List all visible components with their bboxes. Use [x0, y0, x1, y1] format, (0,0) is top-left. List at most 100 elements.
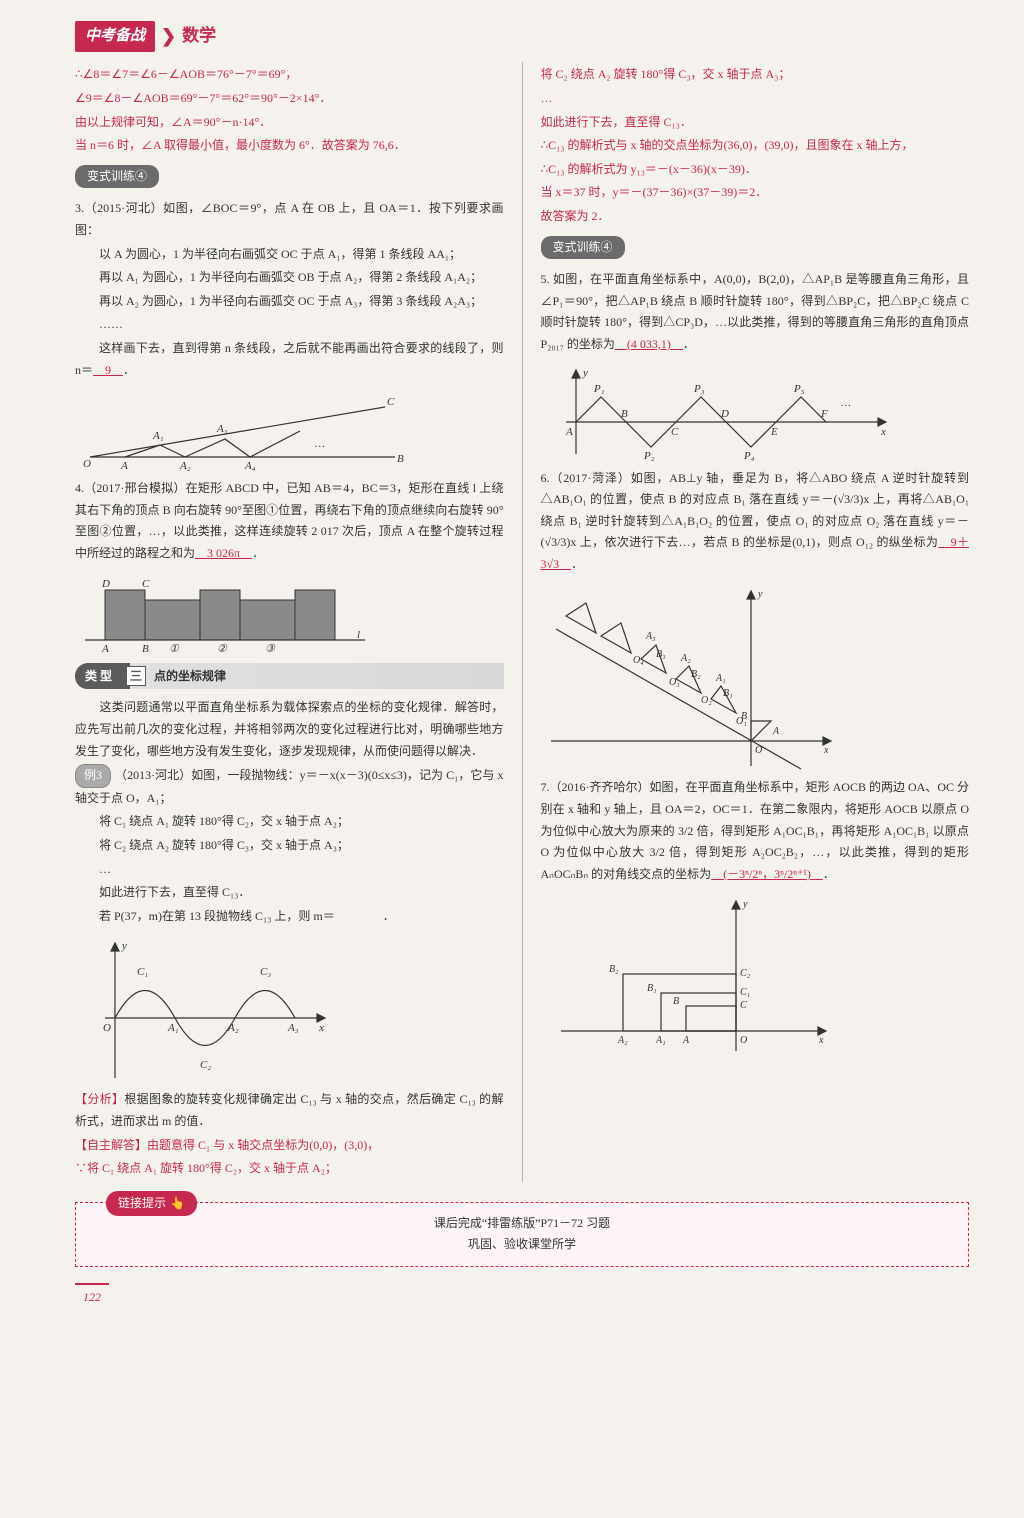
svg-text:O: O — [740, 1035, 747, 1046]
svg-text:P₂: P₂ — [643, 450, 655, 462]
svg-text:P₅: P₅ — [793, 383, 805, 395]
figure-q3-svg: O A A₁ A₂ A₃ A₄ B C … — [75, 387, 415, 472]
example-l2: 将 C₂ 绕点 A₂ 旋转 180°得 C₃，交 x 轴于点 A₃； — [75, 835, 504, 857]
header-subject: 数学 — [182, 21, 216, 52]
svg-text:B: B — [621, 408, 628, 420]
svg-text:B₁: B₁ — [647, 983, 657, 994]
right-l6: 故答案为 2． — [541, 206, 970, 228]
svg-text:O₁: O₁ — [736, 716, 747, 727]
svg-text:A: A — [120, 460, 128, 472]
svg-text:A₁: A₁ — [167, 1022, 179, 1034]
svg-text:y: y — [582, 367, 588, 379]
svg-text:C: C — [142, 578, 150, 590]
link-tab-text: 链接提示 — [118, 1196, 166, 1210]
q7-answer: (－3ⁿ/2ⁿ，3ⁿ/2ⁿ⁺¹) — [711, 867, 823, 881]
example-dots: … — [75, 859, 504, 881]
section-pill-variant-2: 变式训练④ — [541, 236, 625, 260]
right-l1: 将 C₂ 绕点 A₂ 旋转 180°得 C₃，交 x 轴于点 A₃； — [541, 64, 970, 86]
analysis-label: 【分析】 — [75, 1092, 124, 1106]
q5-text-a: 5. 如图，在平面直角坐标系中，A(0,0)，B(2,0)，△AP₁B 是等腰直… — [541, 272, 970, 351]
self-label: 【自主解答】 — [75, 1138, 147, 1152]
svg-text:B₂: B₂ — [691, 669, 701, 680]
svg-text:A₃: A₃ — [645, 631, 656, 642]
svg-text:O₃: O₃ — [669, 677, 680, 688]
type-paragraph: 这类问题通常以平面直角坐标系为载体探索点的坐标的变化规律．解答时，应先写出前几次… — [75, 697, 504, 762]
example-l4: 若 P(37，m)在第 13 段抛物线 C₁₃ 上，则 m＝ ． — [75, 906, 504, 928]
svg-text:y: y — [742, 899, 748, 910]
example-badge: 例3 — [75, 764, 111, 788]
analysis-text: 根据图象的旋转变化规律确定出 C₁₃ 与 x 轴的交点，然后确定 C₁₃ 的解析… — [75, 1092, 503, 1128]
svg-text:A₂: A₂ — [680, 653, 691, 664]
right-dots: … — [541, 88, 970, 110]
svg-text:l: l — [357, 629, 360, 641]
example-source: （2013·河北）如图，一段抛物线：y＝－x(x－3)(0≤x≤3)，记为 C₁… — [75, 768, 504, 805]
intro-line-2: ∠9＝∠8－∠AOB＝69°－7°＝62°＝90°－2×14°． — [75, 88, 504, 110]
svg-text:A₁: A₁ — [152, 430, 164, 442]
svg-text:A: A — [101, 643, 109, 655]
example-l1: 将 C₁ 绕点 A₁ 旋转 180°得 C₂，交 x 轴于点 A₂； — [75, 811, 504, 833]
figure-ex3-svg: O A₁ A₂ A₃ C₁ C₂ C₃ x y — [75, 933, 335, 1083]
intro-line-3: 由以上规律可知，∠A＝90°－n·14°． — [75, 112, 504, 134]
header-badge: 中考备战 — [75, 21, 155, 52]
svg-text:C₃: C₃ — [260, 966, 271, 978]
svg-text:C: C — [671, 426, 679, 438]
intro-line-1: ∴∠8＝∠7＝∠6－∠AOB＝76°－7°＝69°， — [75, 64, 504, 86]
link-line-2: 巩固、验收课堂所学 — [86, 1234, 958, 1256]
svg-text:C: C — [740, 1000, 747, 1011]
question-3-p1: 以 A 为圆心，1 为半径向右画弧交 OC 于点 A₁，得第 1 条线段 AA₁… — [75, 244, 504, 266]
q4-answer: 3 026π — [195, 546, 252, 560]
svg-text:y: y — [757, 589, 763, 600]
svg-text:C₁: C₁ — [137, 966, 148, 978]
example-l3: 如此进行下去，直至得 C₁₃． — [75, 882, 504, 904]
figure-q6: O A B B₁ B₂ B₃ O₁ O₂ O₃ O₄ A₁ A₂ A₃ x — [541, 581, 970, 771]
q3-text-b: ． — [123, 363, 135, 377]
svg-text:P₄: P₄ — [743, 450, 755, 462]
svg-text:B₁: B₁ — [723, 688, 733, 699]
svg-text:x: x — [823, 745, 829, 756]
page-number: 122 — [75, 1283, 109, 1311]
question-3-dots: …… — [75, 314, 504, 336]
svg-text:③: ③ — [265, 643, 276, 655]
header-arrow-icon: ❯ — [161, 20, 176, 52]
svg-text:A₄: A₄ — [244, 460, 256, 472]
figure-example-3: O A₁ A₂ A₃ C₁ C₂ C₃ x y — [75, 933, 504, 1083]
right-l2: 如此进行下去，直至得 C₁₃． — [541, 112, 970, 134]
svg-text:B: B — [397, 453, 404, 465]
type-number: 三 — [126, 666, 146, 686]
svg-text:F: F — [820, 408, 828, 420]
analysis: 【分析】根据图象的旋转变化规律确定出 C₁₃ 与 x 轴的交点，然后确定 C₁₃… — [75, 1089, 504, 1132]
svg-text:P₃: P₃ — [693, 383, 705, 395]
svg-text:C₂: C₂ — [740, 968, 751, 979]
svg-text:C₁: C₁ — [740, 987, 750, 998]
example-3-line: 例3（2013·河北）如图，一段抛物线：y＝－x(x－3)(0≤x≤3)，记为 … — [75, 764, 504, 809]
svg-text:B: B — [142, 643, 149, 655]
link-hint-tab: 链接提示 👆 — [106, 1191, 197, 1217]
q4-text-a: 4.（2017·邢台模拟）在矩形 ABCD 中，已知 AB＝4，BC＝3，矩形在… — [75, 481, 504, 560]
svg-text:C: C — [387, 396, 395, 408]
question-3-p3: 再以 A₂ 为圆心，1 为半径向右画弧交 OC 于点 A₃，得第 3 条线段 A… — [75, 291, 504, 313]
svg-text:①: ① — [169, 643, 180, 655]
svg-text:D: D — [720, 408, 729, 420]
svg-text:A: A — [772, 726, 780, 737]
svg-text:A₂: A₂ — [617, 1035, 628, 1046]
self-answer-l2: ∵将 C₁ 绕点 A₁ 旋转 180°得 C₂，交 x 轴于点 A₂； — [75, 1158, 504, 1180]
q7-text-b: ． — [823, 867, 835, 881]
q7-text-a: 7.（2016·齐齐哈尔）如图，在平面直角坐标系中，矩形 AOCB 的两边 OA… — [541, 780, 970, 880]
pointer-icon: 👆 — [170, 1193, 185, 1215]
right-l5: 当 x＝37 时，y＝－(37－36)×(37－39)＝2． — [541, 182, 970, 204]
svg-text:A₂: A₂ — [227, 1022, 239, 1034]
svg-text:B₂: B₂ — [609, 964, 619, 975]
section-pill-variant-1: 变式训练④ — [75, 165, 159, 189]
svg-text:…: … — [841, 397, 851, 409]
figure-q4-svg: A B C D l ① ② ③ — [75, 570, 375, 655]
svg-text:O: O — [103, 1022, 111, 1034]
question-6: 6.（2017·菏泽）如图，AB⊥y 轴，垂足为 B，将△ABO 绕点 A 逆时… — [541, 468, 970, 576]
figure-q6-svg: O A B B₁ B₂ B₃ O₁ O₂ O₃ O₄ A₁ A₂ A₃ x — [541, 581, 841, 771]
question-3-head: 3.（2015·河北）如图，∠BOC＝9°，点 A 在 OB 上，且 OA＝1．… — [75, 198, 504, 241]
q6-text-b: ． — [571, 557, 583, 571]
svg-text:O: O — [83, 458, 91, 470]
q5-answer: (4 033,1) — [615, 337, 683, 351]
svg-text:O₄: O₄ — [633, 655, 644, 666]
figure-q7-svg: O x y A A₁ A₂ B B₁ B₂ C C₁ C₂ — [541, 891, 841, 1056]
figure-q5-svg: A B C D E F P₁ P₂ P₃ P₄ P₅ … x y — [541, 362, 901, 462]
